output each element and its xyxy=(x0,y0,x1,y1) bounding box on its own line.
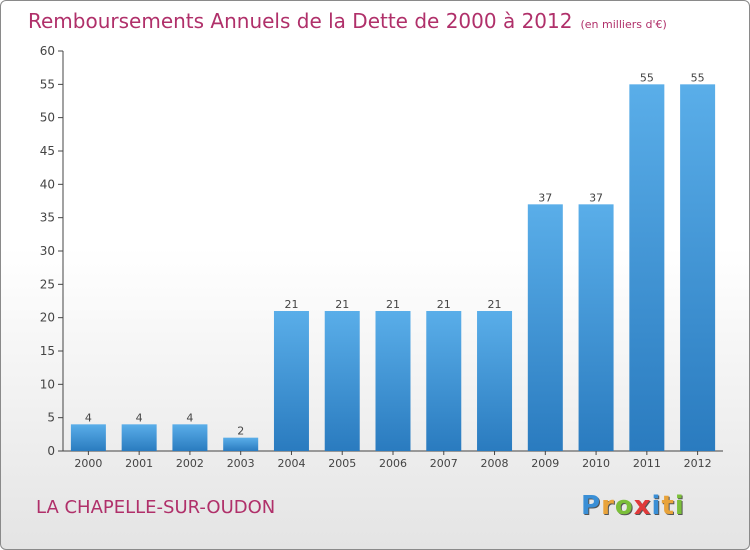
y-tick-label: 15 xyxy=(40,344,55,358)
chart-unit: (en milliers d'€) xyxy=(580,18,667,31)
bar-value-label: 37 xyxy=(589,191,603,204)
logo-letter: r xyxy=(601,491,615,521)
bar xyxy=(578,204,614,451)
y-tick-label: 25 xyxy=(40,277,55,291)
chart-title: Remboursements Annuels de la Dette de 20… xyxy=(28,9,667,33)
logo-letter: i xyxy=(674,491,685,521)
y-tick-label: 50 xyxy=(40,111,55,125)
y-tick-label: 35 xyxy=(40,211,55,225)
bar xyxy=(70,424,106,451)
y-tick-label: 40 xyxy=(40,177,55,191)
y-tick-label: 20 xyxy=(40,311,55,325)
bar xyxy=(324,311,360,451)
bar-value-label: 4 xyxy=(136,411,143,424)
x-tick-label: 2000 xyxy=(74,457,102,470)
x-tick-label: 2007 xyxy=(430,457,458,470)
chart-title-text: Remboursements Annuels de la Dette de 20… xyxy=(28,9,573,33)
bar-value-label: 55 xyxy=(691,71,705,84)
bar-value-label: 4 xyxy=(85,411,92,424)
chart-value-labels: 4 4 4 2 21 21 21 21 21 37 37 55 55 xyxy=(85,71,705,437)
logo-letter: t xyxy=(661,491,675,521)
y-tick-label: 0 xyxy=(47,444,55,458)
logo-letter: o xyxy=(614,491,634,521)
bar-value-label: 21 xyxy=(386,298,400,311)
x-tick-label: 2002 xyxy=(176,457,204,470)
bar-value-label: 21 xyxy=(437,298,451,311)
bar-value-label: 21 xyxy=(284,298,298,311)
y-tick-label: 5 xyxy=(47,411,55,425)
x-tick-label: 2008 xyxy=(481,457,509,470)
bar xyxy=(273,311,309,451)
bar xyxy=(172,424,208,451)
y-tick-label: 60 xyxy=(40,44,55,58)
x-tick-label: 2009 xyxy=(531,457,559,470)
bar xyxy=(121,424,157,451)
x-tick-label: 2001 xyxy=(125,457,153,470)
y-tick-label: 55 xyxy=(40,77,55,91)
x-tick-label: 2005 xyxy=(328,457,356,470)
proxiti-logo: Proxiti xyxy=(581,491,685,521)
bar-value-label: 21 xyxy=(488,298,502,311)
bar xyxy=(426,311,462,451)
commune-name: LA CHAPELLE-SUR-OUDON xyxy=(36,497,276,518)
y-tick-label: 45 xyxy=(40,144,55,158)
y-tick-label: 30 xyxy=(40,244,55,258)
x-tick-label: 2010 xyxy=(582,457,610,470)
bar xyxy=(527,204,563,451)
bar-value-label: 37 xyxy=(538,191,552,204)
chart-axes: 0 5 10 15 20 25 30 35 40 45 50 55 60 2000 2001 2002 2003… xyxy=(40,44,723,470)
x-tick-label: 2006 xyxy=(379,457,407,470)
chart-bars xyxy=(70,84,716,451)
logo-letter: x xyxy=(633,491,652,521)
bar-value-label: 4 xyxy=(186,411,193,424)
bar xyxy=(680,84,716,451)
x-tick-label: 2011 xyxy=(633,457,661,470)
bar-value-label: 21 xyxy=(335,298,349,311)
logo-letter: i xyxy=(651,491,662,521)
x-tick-label: 2004 xyxy=(277,457,305,470)
bar xyxy=(223,437,259,451)
x-tick-label: 2003 xyxy=(227,457,255,470)
bar-value-label: 55 xyxy=(640,71,654,84)
bar xyxy=(477,311,513,451)
bar xyxy=(629,84,665,451)
x-tick-label: 2012 xyxy=(684,457,712,470)
bar xyxy=(375,311,411,451)
y-tick-label: 10 xyxy=(40,377,55,391)
bar-value-label: 2 xyxy=(237,425,244,438)
logo-letter: P xyxy=(581,491,602,521)
